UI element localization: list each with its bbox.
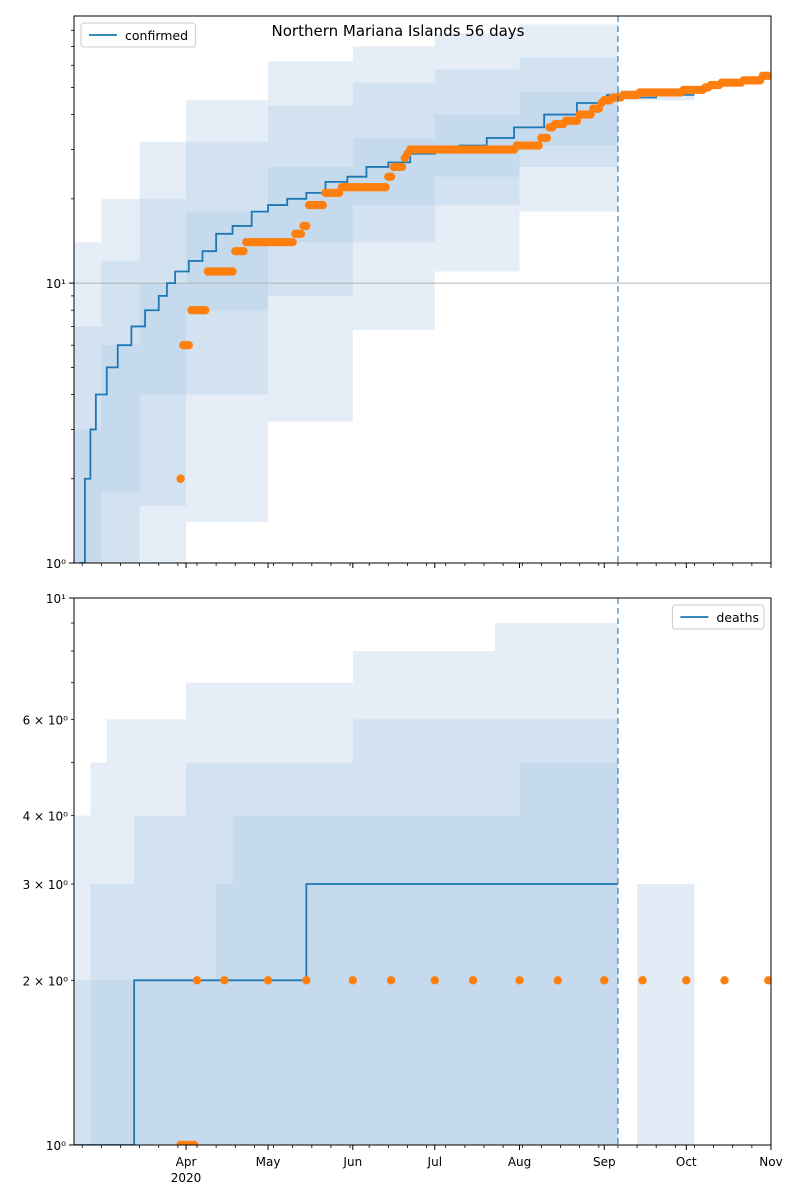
legend-label: confirmed [125,28,188,43]
x-tick-label: Apr [176,1155,197,1169]
observed-point [220,976,229,985]
confidence-band-middle [74,682,618,1145]
observed-point [386,976,396,985]
observed-point [553,976,562,985]
legend: confirmed [80,22,196,48]
y-tick-label: 10⁰ [46,557,66,571]
forecast-band [637,884,695,1145]
observed-point [600,976,609,985]
x-year-label: 2020 [171,1171,202,1185]
x-tick-label: Sep [593,1155,616,1169]
y-tick-label: 6 × 10⁰ [23,713,69,727]
observed-point [190,1140,199,1145]
legend: deaths [671,604,765,630]
y-tick-label: 3 × 10⁰ [23,878,69,892]
x-tick-label: Nov [759,1155,782,1169]
observed-point [468,976,478,985]
y-tick-label: 4 × 10⁰ [23,810,69,824]
legend-box [80,22,196,48]
y-tick-label: 2 × 10⁰ [23,974,69,988]
observed-point [296,229,306,239]
plot-area [74,623,771,1145]
chart-title: Northern Mariana Islands 56 days [272,22,525,40]
x-tick-label: Oct [676,1155,697,1169]
legend-label: deaths [716,610,759,625]
observed-point [201,306,210,315]
observed-point [348,976,357,985]
confidence-band-inner [74,762,618,1145]
observed-point [288,237,297,247]
observed-point [397,162,407,172]
observed-point [184,340,193,350]
x-tick-label: May [256,1155,281,1169]
observed-point [682,976,691,985]
observed-point [302,976,311,985]
observed-point [534,141,543,150]
confidence-band-inner [74,61,618,563]
confidence-band-middle [74,38,618,563]
observed-point [239,247,248,256]
observed-point [638,976,647,985]
observed-point [542,133,552,143]
confirmed-panel: 10⁰ 10¹ confirmed [46,15,772,571]
observed-point [764,71,771,81]
x-tick-label: Aug [508,1155,531,1169]
observed-point [764,976,771,985]
observed-point [263,976,273,985]
observed-point [720,976,729,985]
model-line [79,92,619,563]
deaths-panel: 10⁰ 10¹ 2 × 10⁰ 3 × 10⁰ 4 × 10⁰ 6 × 10⁰ Apr May… [23,592,783,1185]
y-tick-label: 10⁰ [46,1139,66,1153]
observed-point [381,183,390,192]
observed-point [192,976,202,985]
observed-point [176,474,185,483]
x-tick-label: Jul [427,1155,442,1169]
observed-point [430,976,439,985]
axes-frame [73,15,772,564]
legend-box [671,604,765,630]
observed-point [515,976,524,985]
axes-frame [73,597,772,1146]
observed-point [318,200,327,210]
plot-area [74,16,771,563]
y-tick-label: 10¹ [46,277,66,291]
y-tick-label: 10¹ [46,592,66,606]
observed-point [302,221,311,231]
x-tick-label: Jun [342,1155,362,1169]
observed-point [386,172,396,181]
observed-point [228,267,237,276]
